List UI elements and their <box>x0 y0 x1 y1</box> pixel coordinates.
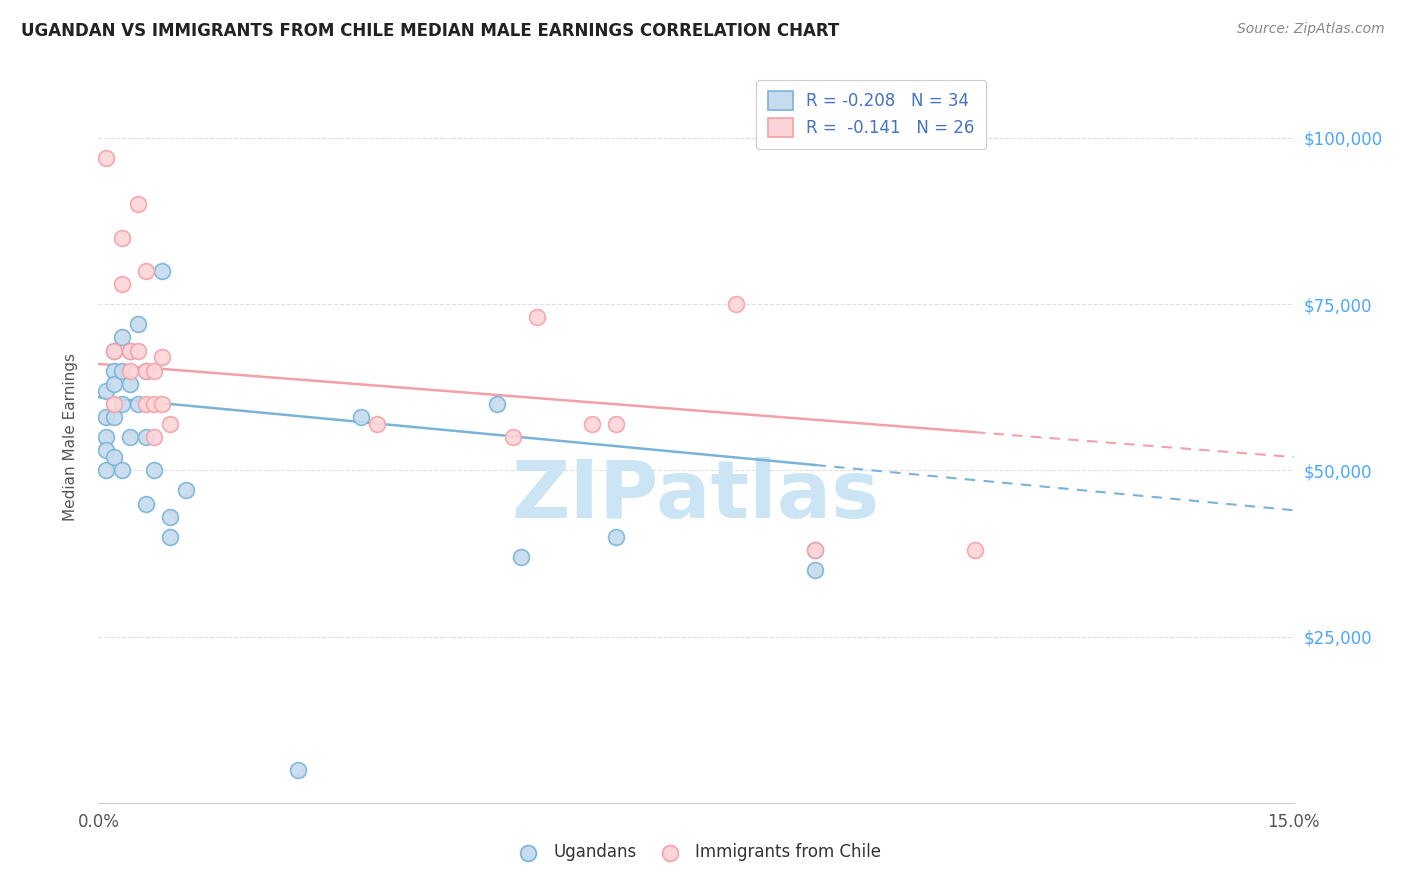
Point <box>127 397 149 411</box>
Point <box>143 397 166 411</box>
Point <box>103 450 125 464</box>
Point <box>103 343 125 358</box>
Text: Source: ZipAtlas.com: Source: ZipAtlas.com <box>1237 22 1385 37</box>
Point <box>120 376 142 391</box>
Point <box>150 397 173 411</box>
Point <box>96 443 118 458</box>
Point <box>111 330 134 344</box>
Point <box>509 549 531 564</box>
Point <box>724 297 747 311</box>
Point <box>135 363 157 377</box>
Point <box>103 397 125 411</box>
Point <box>150 264 173 278</box>
Point <box>581 417 603 431</box>
Point <box>96 151 118 165</box>
Point <box>135 497 157 511</box>
Point <box>804 543 827 558</box>
Point <box>174 483 197 498</box>
Point <box>605 417 627 431</box>
Point <box>111 463 134 477</box>
Point <box>135 264 157 278</box>
Point <box>127 317 149 331</box>
Point <box>103 410 125 425</box>
Point <box>366 417 388 431</box>
Point <box>111 397 134 411</box>
Point <box>159 417 181 431</box>
Point <box>804 563 827 577</box>
Point <box>963 543 986 558</box>
Point <box>120 363 142 377</box>
Point <box>96 410 118 425</box>
Legend: R = -0.208   N = 34, R =  -0.141   N = 26: R = -0.208 N = 34, R = -0.141 N = 26 <box>756 79 987 149</box>
Point <box>502 430 524 444</box>
Point <box>804 543 827 558</box>
Point <box>103 376 125 391</box>
Point <box>143 463 166 477</box>
Point <box>120 343 142 358</box>
Point <box>135 363 157 377</box>
Text: UGANDAN VS IMMIGRANTS FROM CHILE MEDIAN MALE EARNINGS CORRELATION CHART: UGANDAN VS IMMIGRANTS FROM CHILE MEDIAN … <box>21 22 839 40</box>
Text: ZIPatlas: ZIPatlas <box>512 457 880 534</box>
Point <box>143 363 166 377</box>
Y-axis label: Median Male Earnings: Median Male Earnings <box>63 353 77 521</box>
Point <box>159 509 181 524</box>
Point <box>111 363 134 377</box>
Point <box>526 310 548 325</box>
Point <box>103 363 125 377</box>
Point <box>103 343 125 358</box>
Point <box>485 397 508 411</box>
Point <box>150 351 173 365</box>
Point <box>605 530 627 544</box>
Point <box>127 343 149 358</box>
Point <box>350 410 373 425</box>
Point <box>127 197 149 211</box>
Point <box>135 430 157 444</box>
Point <box>111 277 134 292</box>
Point <box>96 430 118 444</box>
Point <box>96 463 118 477</box>
Point <box>120 430 142 444</box>
Point <box>111 230 134 244</box>
Point <box>287 763 309 777</box>
Point <box>135 397 157 411</box>
Point <box>143 430 166 444</box>
Point <box>159 530 181 544</box>
Point <box>120 343 142 358</box>
Point <box>96 384 118 398</box>
